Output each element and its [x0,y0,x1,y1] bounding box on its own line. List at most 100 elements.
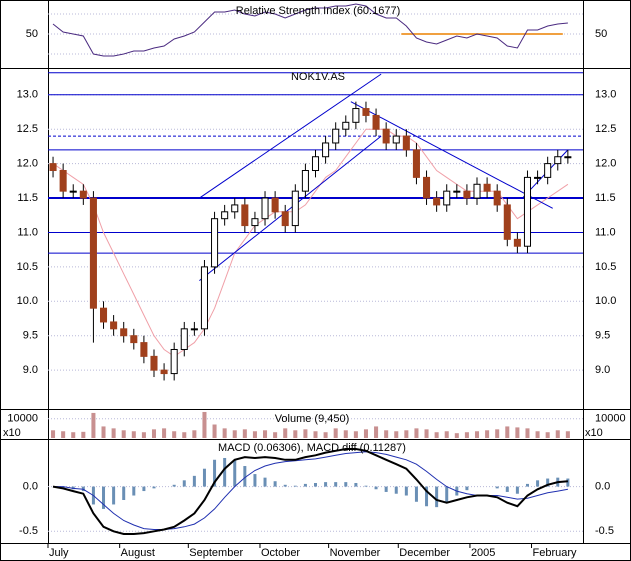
candle-body [281,211,289,227]
candle-body [382,128,390,144]
x-tick-label: July [49,547,69,559]
candle-body [140,342,148,357]
candle-body [493,190,501,206]
candle-body [59,170,67,192]
volume-bar [162,428,167,438]
y-tick-label-right: 10.5 [595,261,616,273]
volume-bar [212,424,217,438]
volume-bar [565,431,570,438]
candle-body [261,197,269,220]
volume-bar [242,429,247,438]
candle-body [443,190,451,206]
y-tick-label-right: 9.5 [595,330,610,342]
volume-bar [81,431,86,438]
y-tick-label: 9.5 [23,330,38,342]
y-tick-label: 10000 [7,413,38,425]
trendline [199,135,382,282]
y-tick-label-right: 11.5 [595,192,616,204]
y-tick-label: 13.0 [17,89,38,101]
y-tick-label: 11.5 [17,192,38,204]
candle-body [483,183,491,192]
candle-body [69,190,77,193]
volume-bar [363,429,368,438]
volume-bar [202,411,207,438]
candle-body [180,328,188,350]
volume-bar [535,431,540,438]
y-tick-label-right: 12.0 [595,158,616,170]
candle-body [402,135,410,151]
volume-bar [394,431,399,438]
volume-bar [101,426,106,438]
volume-bar [384,430,389,438]
candle-body [503,204,511,240]
x-tick-label: December [399,547,450,559]
volume-bar [151,429,157,438]
candle-body [291,190,299,227]
y-tick-label-right: 50 [595,28,607,40]
candle-body [251,218,259,227]
candle-body [271,197,279,213]
volume-bar [252,431,257,438]
candle-body [463,190,471,199]
candle-body [190,328,198,331]
volume-bar [51,430,56,438]
candle-body [412,149,420,178]
candle-body [473,183,481,199]
volume-bar [71,432,76,438]
candle-body [544,163,552,178]
candle-body [311,156,320,172]
panel-title: NOK1V.AS [291,71,345,83]
candle-body [301,170,309,192]
volume-bar [333,428,338,438]
volume-bar [474,431,480,438]
volume-bar [182,432,187,438]
moving-average [52,128,569,358]
candle-body [342,121,350,130]
candle-body [99,307,108,323]
x-tick-label: 2005 [471,547,495,559]
volume-bar [414,428,419,438]
volume-bar [464,432,469,438]
x-tick-label: November [330,547,381,559]
rsi-line [52,3,568,57]
candle-body [211,218,219,268]
candle-body [200,266,208,330]
y-tick-label-right: 9.0 [595,364,610,376]
trendline [199,73,382,199]
volume-bar [141,432,146,438]
x-tick-label: September [189,547,243,559]
volume-bar [303,429,308,438]
volume-bar [323,432,328,438]
volume-bar [434,432,439,438]
y-tick-label-right: 13.0 [595,89,616,101]
panel-title: Relative Strength Index (60.1677) [236,5,401,17]
candle-body [433,197,441,206]
x-tick-label: August [121,547,155,559]
volume-bar [555,430,560,438]
y-tick-label-right: 11.0 [595,226,616,238]
volume-bar [263,430,268,438]
candle-body [170,348,178,375]
candle-body [150,355,158,371]
volume-bar [283,428,288,438]
y-tick-label-right: 10000 [595,413,626,425]
volume-bar [454,433,459,438]
volume-bar [515,427,520,438]
candle-body [332,128,340,144]
volume-bar [444,431,449,438]
candle-body [362,108,370,116]
candle-body [513,238,521,247]
y-tick-label: 10.0 [17,295,38,307]
candle-body [231,204,239,213]
volume-bar [525,428,530,438]
trendline [350,101,553,209]
volume-bar [121,430,126,438]
volume-bar [91,412,96,438]
volume-bar [131,431,136,438]
macd-line [52,448,568,535]
volume-bar [192,430,197,438]
volume-bar [343,430,348,438]
volume-bar [313,431,318,438]
candle-body [120,328,128,337]
